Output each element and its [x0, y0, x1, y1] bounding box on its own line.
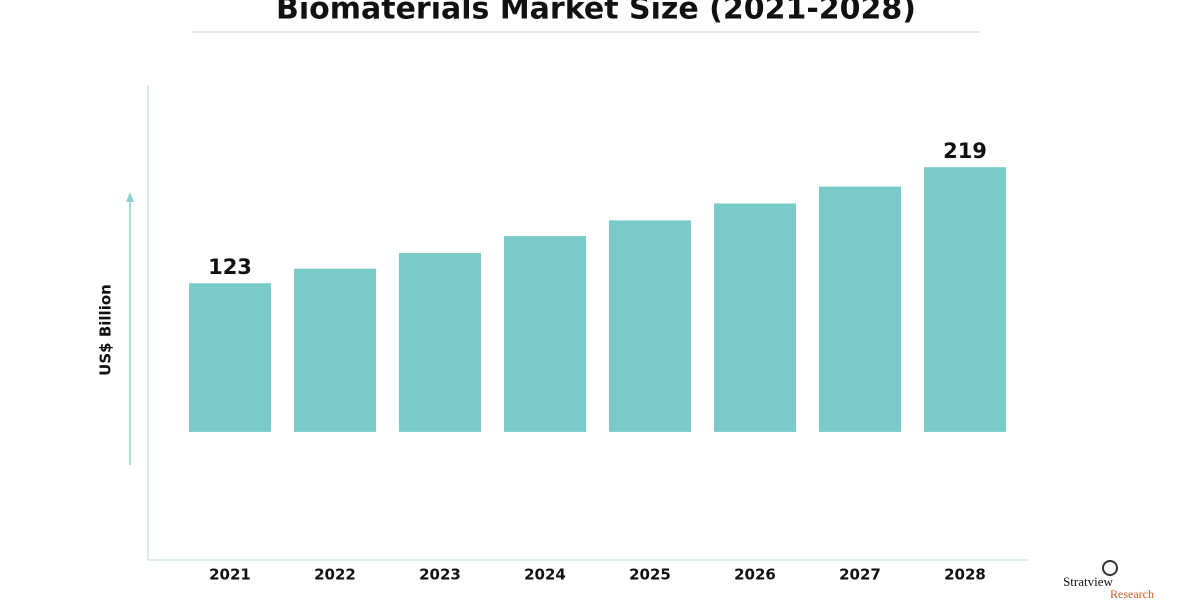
logo-name: Stratview [1063, 574, 1113, 589]
bar [399, 253, 481, 432]
x-tick-label: 2023 [419, 566, 461, 584]
bar [189, 283, 271, 432]
logo-sub: Research [1110, 587, 1154, 600]
y-axis-label: US$ Billion [97, 284, 115, 376]
x-tick-label: 2027 [839, 566, 881, 584]
axis-arrow-head [126, 192, 134, 202]
chart-title: Biomaterials Market Size (2021-2028) [276, 0, 916, 27]
x-tick-label: 2024 [524, 566, 566, 584]
x-tick-label: 2026 [734, 566, 776, 584]
x-tick-label: 2022 [314, 566, 356, 584]
bar [819, 186, 901, 432]
bar [924, 167, 1006, 432]
value-label: 123 [208, 255, 252, 279]
bar [294, 268, 376, 432]
x-tick-label: 2028 [944, 566, 986, 584]
bar [609, 220, 691, 432]
bar [714, 203, 796, 432]
bar [504, 236, 586, 432]
value-label: 219 [943, 139, 987, 163]
x-tick-label: 2025 [629, 566, 671, 584]
x-tick-label: 2021 [209, 566, 251, 584]
logo-icon [1102, 560, 1118, 576]
